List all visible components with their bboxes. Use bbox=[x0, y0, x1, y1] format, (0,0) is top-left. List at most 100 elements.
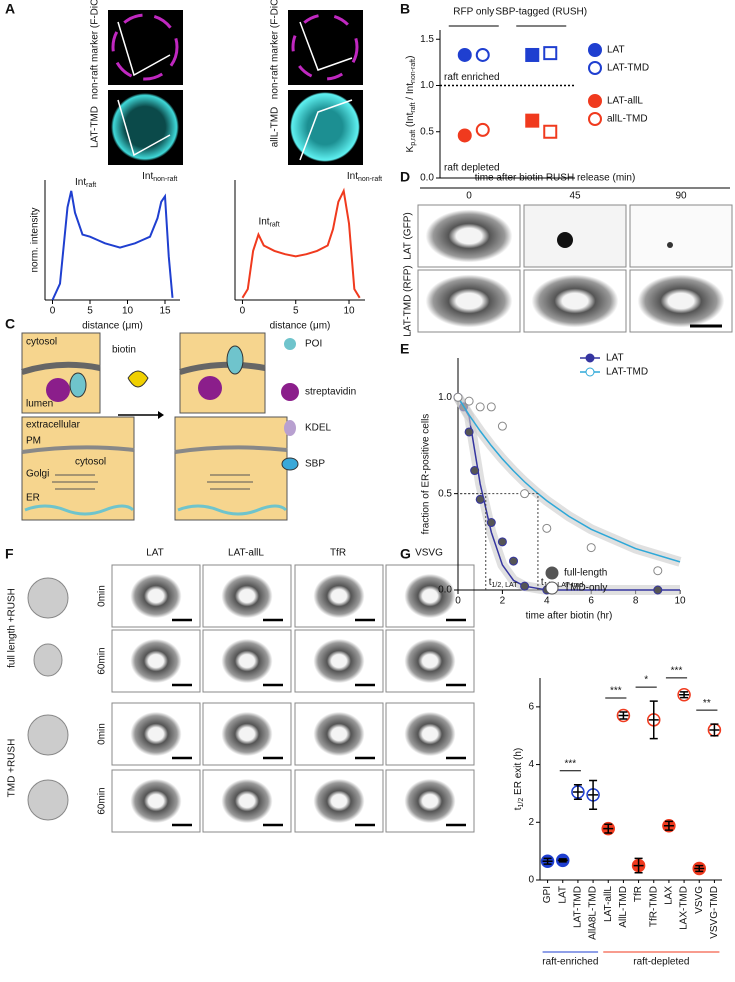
diagram-label: cytosol bbox=[75, 457, 106, 468]
y-axis-label: norm. intensity bbox=[30, 207, 41, 272]
row-label: LAT-TMD (RFP) bbox=[403, 265, 414, 336]
y-tick-label: 2 bbox=[528, 817, 534, 828]
x-tick-label: LAT-TMD bbox=[573, 886, 584, 928]
legend-label: LAT-TMD bbox=[606, 367, 648, 378]
x-tick-label: 8 bbox=[633, 596, 639, 607]
data-line bbox=[241, 187, 361, 299]
panel-letter: C bbox=[5, 316, 15, 332]
error-bar bbox=[603, 823, 614, 834]
marker bbox=[486, 518, 496, 528]
group-label: raft-enriched bbox=[542, 957, 598, 968]
error-bar bbox=[679, 691, 690, 699]
text-part: t bbox=[489, 577, 492, 588]
annotation: Intnon-raft bbox=[142, 171, 177, 184]
panel-letter: A bbox=[5, 1, 15, 17]
y-tick-label: 0 bbox=[528, 875, 534, 886]
cell bbox=[400, 570, 460, 622]
y-tick-label: 1.0 bbox=[420, 80, 434, 91]
legend-label: LAT bbox=[606, 353, 624, 364]
marker bbox=[475, 494, 485, 504]
subscript: 1/2 bbox=[518, 798, 525, 808]
x-tick-label: 10 bbox=[674, 596, 686, 607]
x-tick-label: 6 bbox=[588, 596, 594, 607]
x-axis-label: distance (μm) bbox=[270, 321, 331, 332]
column-label: 45 bbox=[569, 191, 581, 202]
cell bbox=[217, 708, 277, 760]
marker bbox=[457, 128, 472, 143]
marker bbox=[457, 47, 472, 62]
text-part: Int bbox=[258, 216, 269, 227]
x-tick-label: 0 bbox=[240, 306, 246, 317]
group-label: raft-depleted bbox=[633, 957, 689, 968]
panel-f-cartoons bbox=[27, 577, 69, 821]
x-tick-label: TfR-TMD bbox=[648, 886, 659, 927]
text-part: (Int bbox=[405, 112, 416, 129]
legend-label: TMD-only bbox=[564, 583, 607, 594]
subscript: non-raft bbox=[358, 176, 382, 183]
y-tick-label: 0.5 bbox=[420, 126, 434, 137]
y-tick-label: 1.5 bbox=[420, 34, 434, 45]
data-line bbox=[51, 190, 174, 301]
x-tick-label: LAX bbox=[664, 886, 675, 905]
x-tick-label: AllA8L-TMD bbox=[588, 886, 599, 940]
diagram-label: biotin bbox=[112, 345, 136, 356]
significance-label: *** bbox=[671, 665, 683, 676]
subscript: p,raft bbox=[410, 130, 417, 146]
annotation: t1/2, LAT bbox=[489, 577, 518, 590]
text-part: K bbox=[405, 145, 416, 152]
error-bar bbox=[588, 779, 599, 811]
marker bbox=[497, 537, 507, 547]
panel-letter: F bbox=[5, 546, 14, 562]
error-bar bbox=[694, 864, 705, 873]
annotation: Intraft bbox=[75, 177, 96, 190]
image-label: non-raft marker (F-DiO) bbox=[270, 0, 281, 99]
legend-label: allL-TMD bbox=[607, 114, 648, 125]
y-tick-label: 0.5 bbox=[438, 488, 452, 499]
annotation: Intraft bbox=[258, 216, 279, 229]
significance-label: *** bbox=[564, 758, 576, 769]
panel-c-diagram bbox=[21, 332, 299, 521]
marker bbox=[464, 396, 474, 406]
diagram-label: KDEL bbox=[305, 423, 332, 434]
diagram-label: extracellular bbox=[26, 420, 81, 431]
x-tick-label: AllL-TMD bbox=[618, 886, 629, 928]
text-part: t bbox=[513, 807, 524, 810]
x-tick-label: VSVG-TMD bbox=[709, 886, 720, 939]
cell bbox=[217, 570, 277, 622]
diagram-label: POI bbox=[305, 339, 322, 350]
x-tick-label: 10 bbox=[343, 306, 355, 317]
annotation: raft enriched bbox=[444, 72, 500, 83]
y-tick-label: 6 bbox=[528, 701, 534, 712]
y-axis-label: Kp,raft (Intraft / Intnon-raft) bbox=[405, 56, 418, 153]
y-tick-label: 4 bbox=[528, 759, 534, 770]
subscript: 1/2, LAT bbox=[492, 582, 519, 589]
legend-marker bbox=[545, 566, 559, 580]
x-tick-label: LAX-TMD bbox=[679, 886, 690, 930]
diagram-label: lumen bbox=[26, 399, 53, 410]
column-label: TfR bbox=[330, 548, 346, 559]
marker bbox=[653, 566, 663, 576]
column-label: LAT bbox=[146, 548, 164, 559]
marker bbox=[497, 421, 507, 431]
marker bbox=[475, 47, 490, 62]
marker bbox=[509, 556, 518, 566]
x-axis-label: distance (μm) bbox=[82, 321, 143, 332]
image-label: LAT-TMD bbox=[90, 106, 101, 148]
marker bbox=[470, 466, 480, 476]
error-bar bbox=[709, 723, 720, 737]
legend-marker bbox=[588, 94, 602, 108]
diagram-label: PM bbox=[26, 436, 41, 447]
annotation: t1/2, LAT-tmd bbox=[541, 577, 583, 590]
cell bbox=[217, 775, 277, 827]
annotation: Intnon-raft bbox=[347, 171, 382, 184]
cell bbox=[309, 708, 369, 760]
x-tick-label: VSVG bbox=[694, 886, 705, 914]
subscript: raft bbox=[410, 102, 417, 112]
diagram-label: cytosol bbox=[26, 337, 57, 348]
fit-line bbox=[457, 396, 681, 563]
diagram-label: Golgi bbox=[26, 469, 49, 480]
significance-label: *** bbox=[610, 686, 622, 697]
y-tick-label: 1.0 bbox=[438, 392, 452, 403]
legend-label: LAT-TMD bbox=[607, 63, 649, 74]
